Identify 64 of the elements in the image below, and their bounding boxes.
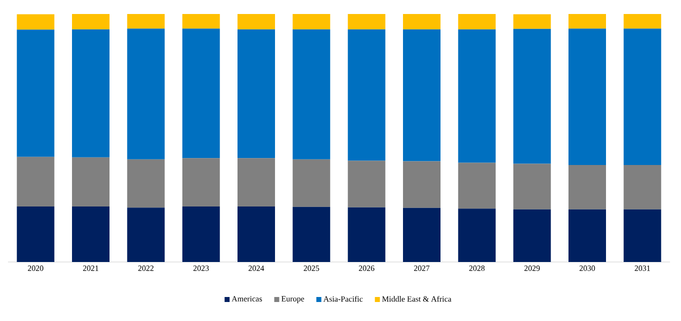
x-tick-label: 2021 [83, 266, 98, 271]
bar [568, 165, 606, 210]
bar [182, 206, 220, 262]
bar [513, 28, 551, 164]
bar [624, 14, 662, 29]
x-tick-label: 2025 [304, 266, 320, 271]
bar [182, 28, 220, 158]
bar [238, 29, 276, 158]
bar [292, 159, 330, 207]
bar [127, 159, 165, 208]
bar [402, 161, 441, 208]
bar [513, 14, 551, 29]
x-tick-label: 2030 [580, 266, 595, 271]
bar [16, 14, 54, 30]
bar [402, 208, 441, 262]
bar [16, 156, 54, 206]
bar [348, 14, 386, 30]
x-tick-label: 2023 [193, 266, 209, 271]
legend-label: Asia-Pacific [323, 296, 363, 302]
bar [127, 28, 165, 160]
legend-label: Middle East & Africa [382, 296, 452, 302]
x-tick-label: 2026 [358, 266, 374, 271]
bar [568, 209, 606, 262]
bar [458, 208, 496, 262]
bar [513, 209, 551, 262]
bar [16, 30, 54, 157]
bar [182, 14, 220, 29]
bar [292, 29, 330, 160]
bar [182, 158, 220, 206]
legend-label: Americas [232, 296, 262, 302]
bar [238, 14, 276, 30]
bar [348, 160, 386, 208]
bar [238, 206, 276, 262]
bar [624, 165, 662, 210]
bar [348, 29, 386, 161]
bar [458, 162, 496, 209]
x-tick-label: 2031 [634, 266, 650, 271]
bar [72, 29, 110, 158]
bar [624, 28, 662, 166]
bar [402, 29, 441, 162]
bar [568, 14, 606, 29]
bar [72, 206, 110, 262]
bar [458, 14, 496, 30]
x-tick-label: 2022 [138, 266, 154, 271]
bar [624, 209, 662, 262]
bar [402, 14, 441, 30]
x-tick-label: 2028 [469, 266, 485, 271]
bar [127, 208, 165, 262]
x-tick-label: 2027 [414, 266, 430, 271]
bar [127, 14, 165, 29]
legend-label: Europe [281, 296, 304, 304]
bar [458, 29, 496, 163]
x-tick-label: 2029 [524, 266, 540, 271]
x-tick-label: 2020 [28, 266, 44, 271]
bar [513, 164, 551, 210]
bar [72, 157, 110, 206]
x-tick-label: 2024 [248, 266, 264, 271]
bar [16, 206, 54, 262]
bar [568, 28, 606, 166]
bar [72, 14, 110, 30]
bar [292, 14, 330, 30]
bar [238, 158, 276, 206]
bar [348, 207, 386, 262]
bar [292, 206, 330, 262]
